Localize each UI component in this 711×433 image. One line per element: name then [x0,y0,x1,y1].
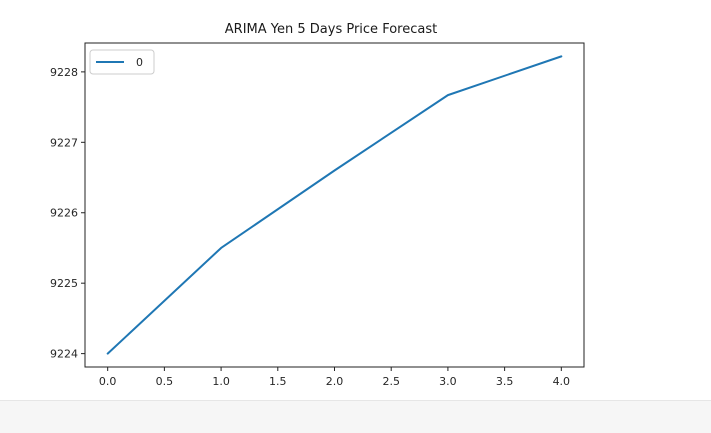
legend: 0 [89,49,155,75]
series-line [106,55,563,355]
series-layer [106,55,563,355]
x-tick-label: 1.5 [269,375,287,388]
chart-title: ARIMA Yen 5 Days Price Forecast [225,22,437,37]
x-tick-label: 3.0 [439,375,457,388]
plot-area [84,42,585,368]
y-axis: 9224 9225 9226 9227 9228 [50,66,85,361]
line-chart: ARIMA Yen 5 Days Price Forecast 0.0 0.5 1.… [50,22,585,388]
x-tick-label: 3.5 [496,375,514,388]
y-tick-label: 9227 [50,136,78,149]
x-tick-label: 1.0 [212,375,230,388]
y-tick-label: 9226 [50,207,78,220]
legend-entry: 0 [136,56,143,69]
y-tick-label: 9228 [50,66,78,79]
x-tick-label: 2.5 [382,375,400,388]
y-tick-label: 9224 [50,348,78,361]
x-tick-label: 0.0 [99,375,117,388]
x-tick-label: 2.0 [326,375,344,388]
y-tick-label: 9225 [50,277,78,290]
output-area-strip [0,400,711,433]
x-axis: 0.0 0.5 1.0 1.5 2.0 2.5 3.0 3.5 4.0 [99,367,570,388]
x-tick-label: 4.0 [553,375,571,388]
x-tick-label: 0.5 [156,375,174,388]
